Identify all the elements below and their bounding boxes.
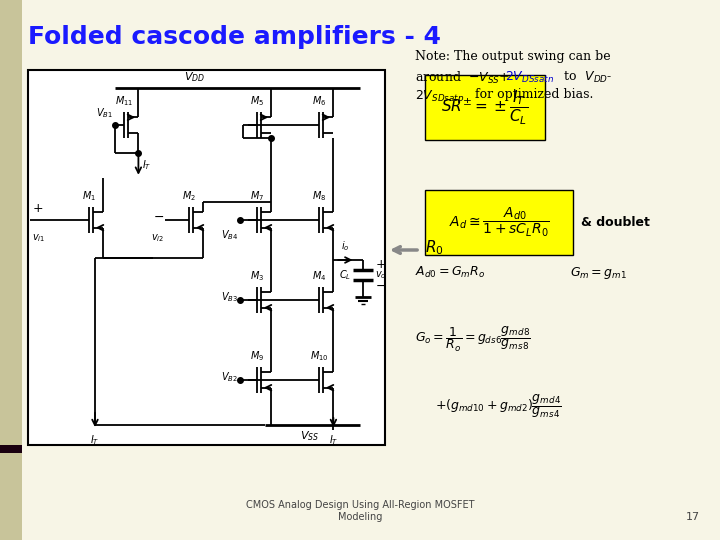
- Text: $V_{B4}$: $V_{B4}$: [220, 228, 238, 242]
- Text: $M_1$: $M_1$: [82, 189, 96, 203]
- Text: $M_5$: $M_5$: [250, 94, 264, 108]
- Text: 17: 17: [686, 512, 700, 522]
- Text: $A_d \cong \dfrac{A_{d0}}{1 + sC_L R_0}$: $A_d \cong \dfrac{A_{d0}}{1 + sC_L R_0}$: [449, 206, 549, 239]
- Text: $I_T$: $I_T$: [143, 158, 152, 172]
- Text: $V_{B2}$: $V_{B2}$: [221, 370, 238, 384]
- Text: $I_T$: $I_T$: [90, 433, 99, 447]
- Text: $v_{i1}$: $v_{i1}$: [32, 232, 45, 244]
- Text: $A_{d0} = G_m R_o$: $A_{d0} = G_m R_o$: [415, 265, 485, 280]
- Text: $M_9$: $M_9$: [250, 349, 264, 363]
- Text: $M_2$: $M_2$: [182, 189, 196, 203]
- Text: $M_7$: $M_7$: [250, 189, 264, 203]
- Text: $+$: $+$: [32, 202, 43, 215]
- Text: $V_{SS}$: $V_{SS}$: [300, 429, 320, 443]
- Text: $M_6$: $M_6$: [312, 94, 326, 108]
- Text: $R_0$: $R_0$: [425, 239, 444, 258]
- Text: $i_o$: $i_o$: [341, 239, 350, 253]
- Text: $I_T$: $I_T$: [329, 433, 338, 447]
- Text: $C_L$: $C_L$: [339, 268, 351, 282]
- Text: Folded cascode amplifiers - 4: Folded cascode amplifiers - 4: [28, 25, 441, 49]
- Text: $G_o = \dfrac{1}{R_o} = g_{ds6}\dfrac{g_{md8}}{g_{ms8}}$: $G_o = \dfrac{1}{R_o} = g_{ds6}\dfrac{g_…: [415, 325, 531, 354]
- Bar: [0, 0, 22, 540]
- Text: $v_{i2}$: $v_{i2}$: [150, 232, 164, 244]
- Text: $+$: $+$: [375, 259, 387, 272]
- Text: $M_8$: $M_8$: [312, 189, 326, 203]
- Bar: [425, 75, 545, 140]
- Text: $-$: $-$: [153, 210, 164, 222]
- Text: $SR^{\pm} = \pm\dfrac{I_T}{C_L}$: $SR^{\pm} = \pm\dfrac{I_T}{C_L}$: [441, 89, 528, 126]
- Text: $V_{B3}$: $V_{B3}$: [221, 290, 238, 304]
- Bar: [425, 190, 573, 255]
- Text: to  $V_{DD}$-: to $V_{DD}$-: [560, 70, 613, 85]
- Text: $2V_{DSsatn}$: $2V_{DSsatn}$: [505, 70, 554, 85]
- Text: $V_{B1}$: $V_{B1}$: [96, 106, 113, 120]
- Bar: [0, 445, 22, 453]
- Text: $M_4$: $M_4$: [312, 269, 326, 283]
- Text: CMOS Analog Design Using All-Region MOSFET
Modeling: CMOS Analog Design Using All-Region MOSF…: [246, 501, 474, 522]
- Text: $V_{DD}$: $V_{DD}$: [184, 70, 206, 84]
- Text: for optimized bias.: for optimized bias.: [471, 88, 593, 101]
- Text: $M_3$: $M_3$: [250, 269, 264, 283]
- Text: $M_{10}$: $M_{10}$: [310, 349, 328, 363]
- Text: Note: The output swing can be: Note: The output swing can be: [415, 50, 611, 63]
- Text: & doublet: & doublet: [581, 216, 650, 229]
- Bar: [28, 70, 385, 445]
- Text: $-$: $-$: [375, 279, 387, 292]
- Text: $2V_{SDsatp}$: $2V_{SDsatp}$: [415, 88, 464, 105]
- Text: $+\left(g_{md10}+g_{md2}\right)\dfrac{g_{md4}}{g_{ms4}}$: $+\left(g_{md10}+g_{md2}\right)\dfrac{g_…: [435, 392, 562, 420]
- Text: $M_{11}$: $M_{11}$: [114, 94, 133, 108]
- Text: $G_m = g_{m1}$: $G_m = g_{m1}$: [570, 265, 627, 281]
- Text: $v_o$: $v_o$: [375, 269, 387, 281]
- Text: around  $-V_{SS}$+: around $-V_{SS}$+: [415, 70, 510, 86]
